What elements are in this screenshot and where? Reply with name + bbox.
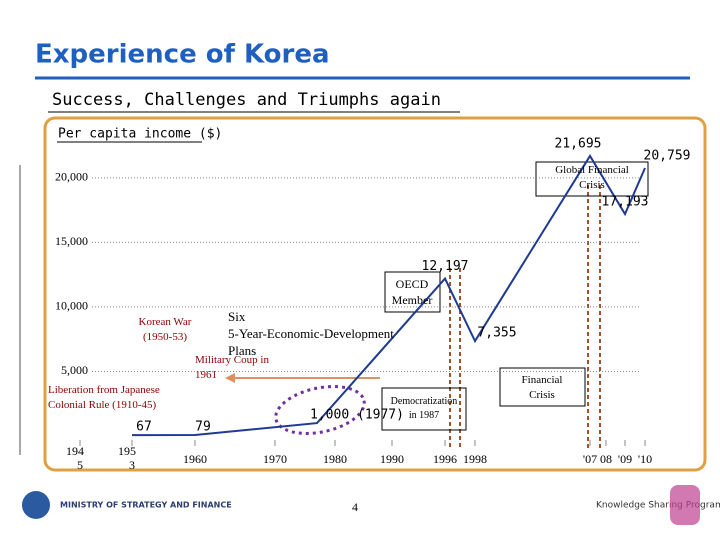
data-label: 12,197 [422, 259, 469, 274]
chart-frame [43, 116, 707, 472]
program-logo [670, 485, 700, 525]
x-tick-label: 1998 [463, 452, 487, 466]
annotation-box [535, 161, 649, 197]
y-axis-label: Per capita income ($) [58, 127, 222, 142]
annotation: OECD Member [392, 277, 433, 307]
arrowhead [225, 373, 235, 383]
x-tick-label: '07 [583, 452, 597, 466]
subtitle: Success, Challenges and Triumphs again [52, 90, 441, 110]
data-label: 79 [195, 419, 211, 434]
program: Knowledge Sharing Program [596, 501, 720, 511]
ministry: MINISTRY OF STRATEGY AND FINANCE [60, 501, 232, 510]
highlight-ellipse [274, 385, 366, 435]
annotation-box [499, 367, 586, 407]
x-tick-label: '09 [618, 452, 632, 466]
annotation: Korean War (1950-53) [139, 316, 192, 343]
logo [22, 491, 50, 519]
x-tick-label: 08 [600, 452, 612, 466]
annotation: Military Coup in 1961 [195, 354, 269, 381]
annotation: Global Financial Crisis [555, 164, 629, 191]
data-label: 21,695 [555, 136, 602, 151]
annotation: Democratization in 1987 [391, 396, 458, 421]
title: Experience of Korea [35, 40, 330, 70]
annotation: Financial Crisis [522, 374, 563, 401]
data-label: 67 [136, 420, 152, 435]
x-tick-label: '10 [638, 452, 652, 466]
x-tick-label: 195 3 [118, 444, 136, 472]
annotation-box [381, 387, 467, 431]
x-tick-label: 1970 [263, 452, 287, 466]
x-tick-label: 194 5 [66, 444, 84, 472]
page-number: 4 [352, 500, 358, 514]
data-label: 1,000 (1977) [310, 408, 404, 423]
y-tick-label: 15,000 [55, 234, 88, 248]
y-tick-label: 5,000 [61, 363, 88, 377]
x-tick-label: 1960 [183, 452, 207, 466]
annotation-box [384, 271, 441, 313]
x-tick-label: 1980 [323, 452, 347, 466]
data-label: 7,355 [477, 326, 516, 341]
x-tick-label: 1990 [380, 452, 404, 466]
x-tick-label: 1996 [433, 452, 457, 466]
y-tick-label: 10,000 [55, 299, 88, 313]
annotation: Liberation from Japanese Colonial Rule (1… [48, 384, 160, 411]
y-tick-label: 20,000 [55, 170, 88, 184]
line [131, 154, 646, 437]
annotation: Six 5-Year-Economic-Development Plans [228, 309, 394, 358]
data-label: 17,193 [602, 195, 649, 210]
data-label: 20,759 [644, 149, 691, 164]
